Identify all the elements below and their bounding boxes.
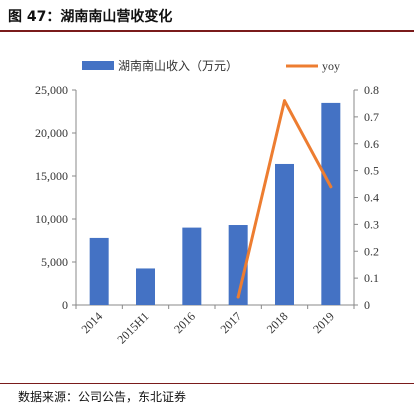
right-axis-tick-label: 0.1 (364, 271, 379, 285)
left-axis-tick-label: 15,000 (35, 169, 68, 183)
right-axis-tick-label: 0.4 (364, 191, 379, 205)
bar (182, 227, 202, 305)
bar (275, 163, 294, 305)
right-axis-tick-label: 0 (364, 298, 370, 312)
chart-legend: 湖南南山收入（万元） yoy (82, 58, 340, 73)
x-axis: 2014 2015H1 2016 2017 2018 2019 (75, 304, 355, 346)
line-point (283, 99, 286, 103)
x-axis-tick-label: 2017 (217, 309, 244, 336)
bar (321, 102, 341, 306)
right-axis-tick-label: 0.6 (364, 137, 379, 151)
legend-swatch-bar (82, 61, 114, 70)
left-axis-tick-label: 0 (62, 298, 68, 312)
left-axis-tick-label: 20,000 (35, 126, 68, 140)
source-divider (0, 383, 414, 384)
right-axis-tick-label: 0.7 (364, 110, 379, 124)
right-axis-tick-label: 0.5 (364, 164, 379, 178)
legend-label-bar: 湖南南山收入（万元） (118, 58, 238, 73)
line-point (236, 295, 240, 299)
right-axis-tick-label: 0.2 (364, 244, 379, 258)
right-y-axis: 0 0.1 0.2 0.3 0.4 0.5 0.6 0.7 0.8 (353, 83, 379, 312)
line-series (236, 99, 333, 299)
figure-title: 图 47：湖南南山营收变化 (8, 9, 173, 25)
line-point (329, 185, 333, 189)
x-axis-tick-label: 2018 (264, 309, 291, 336)
bar (89, 237, 109, 305)
x-axis-tick-label: 2019 (310, 309, 337, 336)
bar (228, 225, 248, 305)
bar (136, 268, 155, 305)
source-note: 数据来源：公司公告，东北证券 (18, 390, 187, 404)
bar-series (89, 102, 341, 306)
x-axis-tick-label: 2016 (171, 309, 198, 336)
x-axis-tick-label: 2015H1 (114, 309, 151, 346)
legend-label-line: yoy (322, 59, 340, 73)
left-axis-tick-label: 5,000 (41, 255, 68, 269)
x-axis-tick-label: 2014 (78, 309, 105, 336)
right-axis-tick-label: 0.8 (364, 83, 379, 97)
right-axis-tick-label: 0.3 (364, 217, 379, 231)
figure-header: 图 47：湖南南山营收变化 (0, 0, 414, 34)
left-y-axis: 0 5,000 10,000 15,000 20,000 25,000 (35, 83, 77, 312)
title-divider (0, 30, 414, 32)
left-axis-tick-label: 25,000 (35, 83, 68, 97)
left-axis-tick-label: 10,000 (35, 212, 68, 226)
